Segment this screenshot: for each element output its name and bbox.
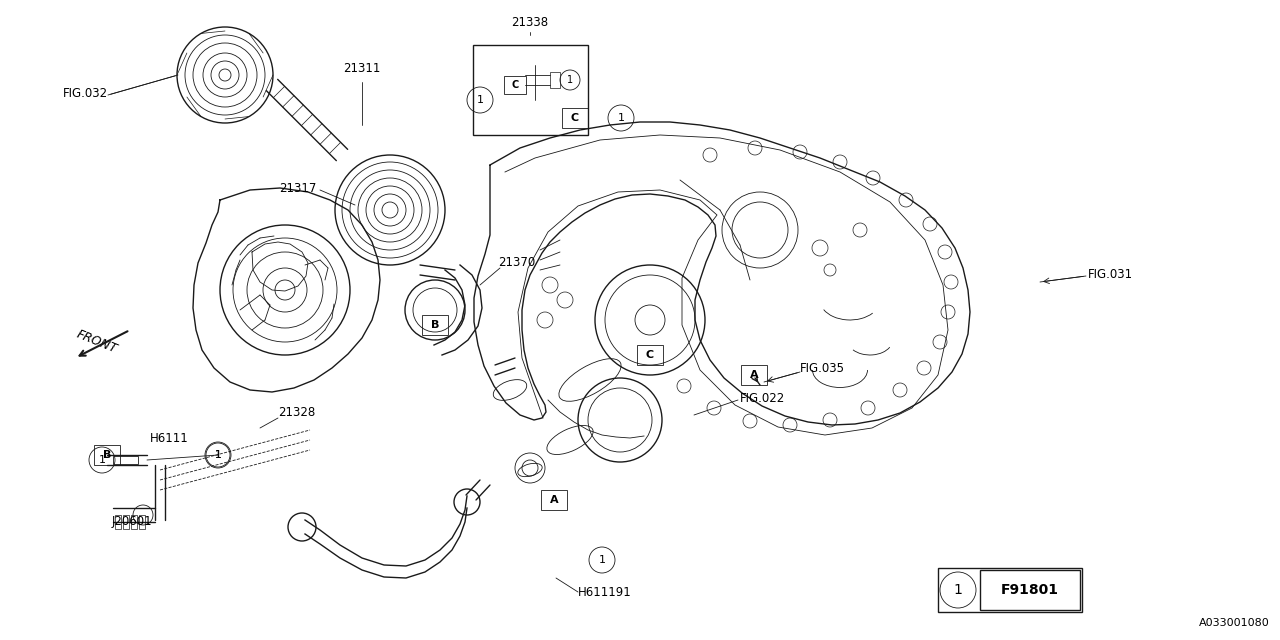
Bar xyxy=(422,315,448,335)
Text: 21317: 21317 xyxy=(279,182,316,195)
Text: FRONT: FRONT xyxy=(74,328,119,356)
Bar xyxy=(504,76,526,94)
Bar xyxy=(938,568,1082,612)
Text: FIG.031: FIG.031 xyxy=(1088,268,1133,280)
Bar xyxy=(980,570,1080,610)
Text: 1: 1 xyxy=(567,75,573,85)
Bar xyxy=(550,72,561,88)
Bar xyxy=(115,515,122,529)
Text: H6111: H6111 xyxy=(150,431,188,445)
Text: A: A xyxy=(750,370,758,380)
Bar xyxy=(140,515,145,529)
Bar xyxy=(131,515,137,529)
Text: FIG.022: FIG.022 xyxy=(740,392,785,404)
Text: 1: 1 xyxy=(599,555,605,565)
Bar xyxy=(93,445,120,465)
Text: C: C xyxy=(512,80,518,90)
Bar xyxy=(541,490,567,510)
Text: 1: 1 xyxy=(215,450,221,460)
Text: 1: 1 xyxy=(954,583,963,597)
Bar xyxy=(637,345,663,365)
Text: 21370: 21370 xyxy=(498,255,535,269)
Bar xyxy=(123,515,129,529)
Text: 21338: 21338 xyxy=(512,15,549,29)
Text: A033001080: A033001080 xyxy=(1199,618,1270,628)
Text: 1: 1 xyxy=(617,113,625,123)
Text: H611191: H611191 xyxy=(579,586,632,598)
Text: 21328: 21328 xyxy=(278,406,315,419)
Text: C: C xyxy=(646,350,654,360)
Text: 1: 1 xyxy=(476,95,484,105)
Text: A: A xyxy=(549,495,558,505)
Text: FIG.032: FIG.032 xyxy=(63,86,108,99)
Text: B: B xyxy=(431,320,439,330)
Text: F91801: F91801 xyxy=(1001,583,1059,597)
Text: B: B xyxy=(102,450,111,460)
Bar xyxy=(472,45,588,135)
Bar xyxy=(562,108,588,128)
Text: 1: 1 xyxy=(99,455,105,465)
Bar xyxy=(113,456,137,464)
Text: 21311: 21311 xyxy=(343,61,380,74)
Text: C: C xyxy=(571,113,579,123)
Text: 1: 1 xyxy=(215,450,221,460)
Bar xyxy=(741,365,767,385)
Text: J20601: J20601 xyxy=(113,515,152,529)
Text: FIG.035: FIG.035 xyxy=(800,362,845,374)
